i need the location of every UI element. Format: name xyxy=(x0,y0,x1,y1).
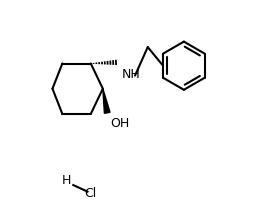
Text: H: H xyxy=(62,174,71,187)
Polygon shape xyxy=(103,89,110,113)
Text: NH: NH xyxy=(121,68,140,81)
Text: OH: OH xyxy=(111,117,130,130)
Text: Cl: Cl xyxy=(85,187,97,200)
